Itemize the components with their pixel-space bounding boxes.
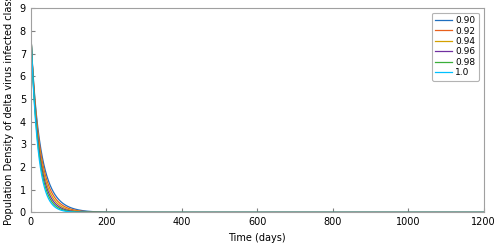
- 0.94: [480, 211, 486, 214]
- 0.90: [221, 211, 227, 214]
- X-axis label: Time (days): Time (days): [228, 233, 286, 243]
- 1.0: [480, 211, 486, 214]
- 0.96: [480, 211, 486, 214]
- 0.94: [472, 211, 478, 214]
- Y-axis label: Population Density of delta virus infected class: Population Density of delta virus infect…: [4, 0, 14, 225]
- Line: 1.0: 1.0: [31, 31, 484, 212]
- 0.98: [423, 211, 429, 214]
- 0.96: [202, 211, 207, 214]
- Line: 0.90: 0.90: [31, 31, 484, 212]
- 1.0: [423, 211, 429, 214]
- 0.96: [472, 211, 478, 214]
- 1.0: [80, 211, 86, 214]
- 0.98: [202, 211, 207, 214]
- 0.92: [80, 210, 86, 213]
- 0.94: [423, 211, 429, 214]
- 0.92: [472, 211, 478, 214]
- 0.98: [28, 29, 34, 32]
- 0.94: [221, 211, 227, 214]
- 0.94: [80, 210, 86, 213]
- Line: 0.96: 0.96: [31, 31, 484, 212]
- 0.94: [28, 29, 34, 32]
- 0.98: [221, 211, 227, 214]
- 0.98: [106, 211, 112, 214]
- 0.90: [80, 209, 86, 212]
- 0.92: [106, 211, 112, 214]
- 0.98: [480, 211, 486, 214]
- 0.92: [480, 211, 486, 214]
- 0.92: [221, 211, 227, 214]
- 0.92: [202, 211, 207, 214]
- 0.90: [202, 211, 207, 214]
- 0.96: [106, 211, 112, 214]
- Line: 0.92: 0.92: [31, 31, 484, 212]
- 0.98: [80, 211, 86, 214]
- 0.90: [106, 211, 112, 214]
- 0.98: [472, 211, 478, 214]
- 0.92: [28, 29, 34, 32]
- 1.0: [28, 29, 34, 32]
- 0.96: [28, 29, 34, 32]
- 0.90: [480, 211, 486, 214]
- 0.96: [423, 211, 429, 214]
- 0.90: [423, 211, 429, 214]
- Legend: 0.90, 0.92, 0.94, 0.96, 0.98, 1.0: 0.90, 0.92, 0.94, 0.96, 0.98, 1.0: [432, 13, 479, 81]
- 1.0: [202, 211, 207, 214]
- 1.0: [472, 211, 478, 214]
- 0.92: [423, 211, 429, 214]
- 0.90: [28, 29, 34, 32]
- 0.96: [80, 210, 86, 213]
- Line: 0.98: 0.98: [31, 31, 484, 212]
- 0.94: [106, 211, 112, 214]
- 0.94: [202, 211, 207, 214]
- 0.96: [221, 211, 227, 214]
- 1.0: [221, 211, 227, 214]
- Line: 0.94: 0.94: [31, 31, 484, 212]
- 0.90: [472, 211, 478, 214]
- 1.0: [106, 211, 112, 214]
